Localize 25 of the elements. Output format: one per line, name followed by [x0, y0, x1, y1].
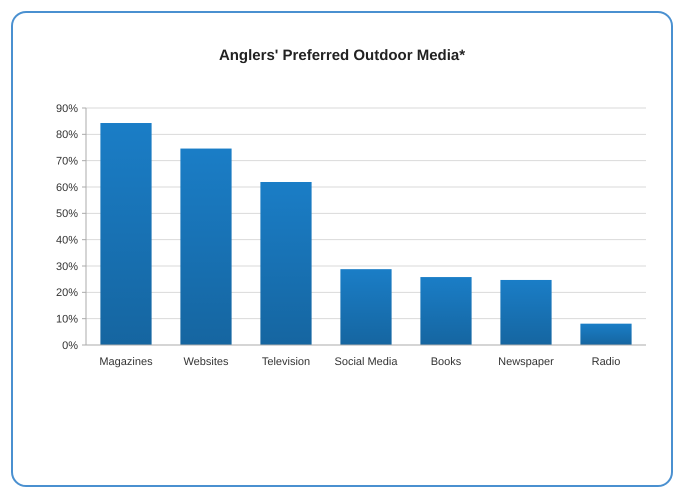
x-tick-label: Websites [183, 356, 230, 368]
x-tick-label: Television [262, 356, 310, 368]
y-tick-label: 20% [56, 287, 78, 300]
y-tick-label: 0% [62, 340, 78, 352]
bar [340, 269, 392, 345]
x-tick-label: Radio [592, 356, 620, 368]
y-tick-label: 70% [56, 156, 78, 168]
y-tick-label: 80% [56, 129, 78, 142]
y-tick-label: 60% [56, 182, 78, 194]
y-tick-label: 50% [56, 208, 78, 220]
chart-title: Anglers' Preferred Outdoor Media* [218, 47, 466, 64]
bar [260, 182, 312, 345]
x-tick-label: Magazines [99, 356, 154, 368]
x-tick-label: Books [430, 356, 462, 368]
bar [580, 324, 632, 345]
bar [500, 280, 552, 345]
x-tick-label: Newspaper [498, 356, 554, 368]
y-tick-label: 10% [56, 314, 78, 326]
y-tick-label: 30% [56, 260, 78, 273]
bar [420, 277, 472, 345]
x-tick-label: Social Media [334, 356, 398, 368]
bar [100, 123, 152, 345]
y-tick-label: 90% [56, 102, 78, 115]
y-tick-label: 40% [56, 234, 78, 247]
bar [180, 148, 232, 345]
